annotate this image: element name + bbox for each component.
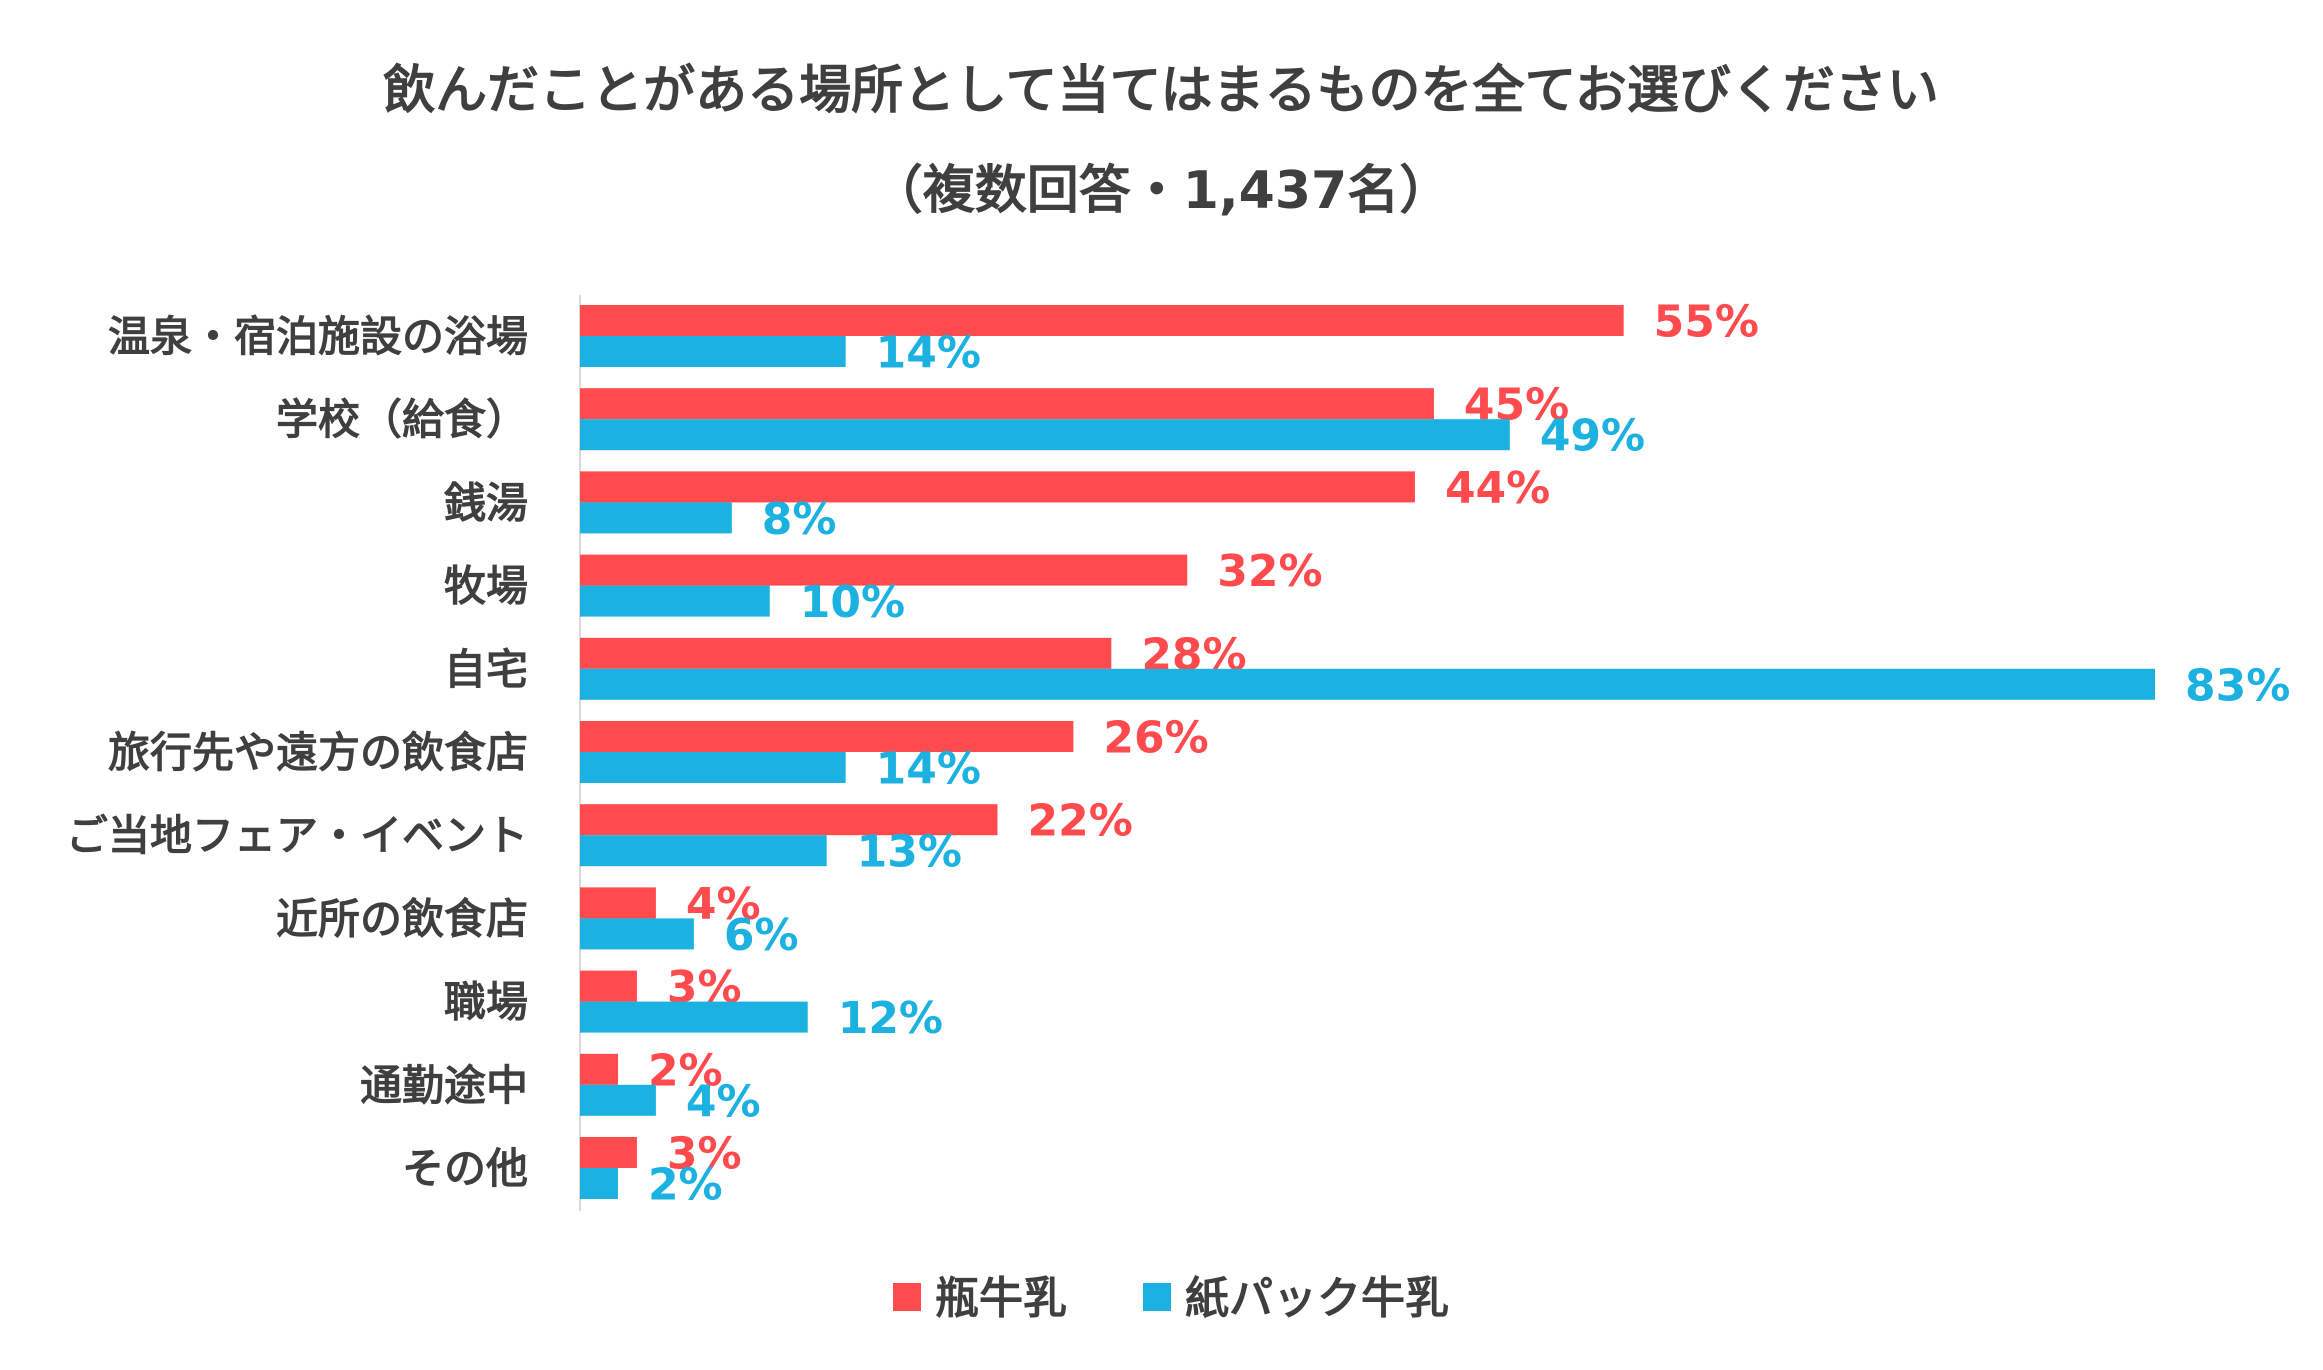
- category-label: 温泉・宿泊施設の浴場: [108, 312, 528, 361]
- data-label-bottle: 26%: [1103, 713, 1208, 764]
- category-label: 通勤途中: [360, 1061, 528, 1110]
- data-label-bottle: 44%: [1445, 463, 1550, 514]
- data-label-pack: 14%: [876, 328, 981, 379]
- data-label-pack: 10%: [800, 577, 905, 628]
- bar-pack: [580, 668, 2155, 700]
- bar-pack: [580, 918, 694, 950]
- data-label-bottle: 22%: [1027, 796, 1132, 847]
- category-label: その他: [402, 1144, 528, 1193]
- category-label: ご当地フェア・イベント: [66, 811, 528, 860]
- data-label-bottle: 4%: [686, 879, 761, 930]
- bar-bottle: [580, 804, 998, 836]
- chart-subtitle: （複数回答・1,437名）: [871, 161, 1451, 221]
- legend: 瓶牛乳 紙パック牛乳: [893, 1273, 1449, 1324]
- bar-pack: [580, 585, 770, 617]
- legend-bottle-label: 瓶牛乳: [935, 1273, 1067, 1324]
- category-label: 自宅: [444, 645, 528, 694]
- bar-bottle: [580, 970, 637, 1002]
- bar-bottle: [580, 1053, 618, 1085]
- bar-pack: [580, 1084, 656, 1116]
- bar-pack: [580, 752, 846, 783]
- bar-pack: [580, 1168, 618, 1199]
- data-label-pack: 2%: [648, 1160, 723, 1211]
- data-label-pack: 13%: [857, 827, 962, 878]
- data-label-pack: 8%: [762, 494, 837, 545]
- bar-bottle: [580, 388, 1434, 420]
- bar-pack: [580, 502, 732, 534]
- category-label: 学校（給食）: [276, 395, 528, 444]
- bar-bottle: [580, 637, 1112, 669]
- bar-bottle: [580, 305, 1624, 336]
- bar-bottle: [580, 887, 656, 919]
- category-label: 職場: [444, 978, 528, 1027]
- legend-bottle-swatch: [893, 1283, 921, 1311]
- data-label-bottle: 32%: [1217, 546, 1322, 597]
- data-label-pack: 49%: [1540, 411, 1645, 462]
- category-label: 旅行先や遠方の飲食店: [108, 728, 528, 777]
- bar-bottle: [580, 554, 1188, 586]
- data-label-pack: 12%: [838, 993, 943, 1044]
- data-label-bottle: 55%: [1654, 297, 1759, 348]
- bar-pack: [580, 835, 827, 867]
- category-label: 銭湯: [443, 478, 528, 527]
- category-label: 近所の飲食店: [276, 894, 528, 943]
- data-label-bottle: 3%: [667, 1129, 742, 1180]
- chart-title: 飲んだことがある場所として当てはまるものを全てお選びください: [383, 61, 1939, 121]
- data-label-bottle: 2%: [648, 1045, 723, 1096]
- data-label-pack: 4%: [686, 1076, 761, 1127]
- bar-pack: [580, 1001, 808, 1033]
- data-label-pack: 14%: [876, 744, 981, 795]
- bar-bottle: [580, 471, 1415, 503]
- bar-pack: [580, 336, 846, 367]
- legend-pack-label: 紙パック牛乳: [1185, 1273, 1449, 1324]
- bar-pack: [580, 419, 1510, 451]
- data-label-pack: 6%: [724, 910, 799, 961]
- bar-bottle: [580, 1137, 637, 1168]
- category-label: 牧場: [444, 562, 528, 611]
- legend-pack-swatch: [1143, 1283, 1171, 1311]
- bar-bottle: [580, 721, 1074, 752]
- data-label-pack: 83%: [2185, 660, 2290, 711]
- plot-area: 温泉・宿泊施設の浴場 55%14%学校（給食） 45%49%銭湯 44%8%牧場 32%…: [66, 295, 2290, 1211]
